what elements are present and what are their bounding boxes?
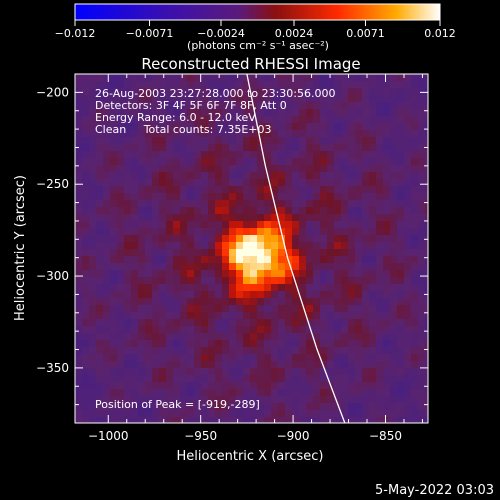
x-axis-label: Heliocentric X (arcsec) — [177, 449, 324, 464]
plot-frame — [74, 73, 429, 424]
y-tick-label: −250 — [36, 177, 69, 191]
annotation-time-range: 26-Aug-2003 23:27:28.000 to 23:30:56.000 — [95, 87, 336, 100]
axes: −1000 −950 −900 −850 −350 −300 −250 −200 — [36, 73, 428, 443]
annotation-energy-range: Energy Range: 6.0 - 12.0 keV — [95, 111, 256, 124]
colorbar-tick-label: 0.012 — [424, 27, 456, 40]
y-tick-label: −300 — [36, 269, 69, 283]
colorbar-tick-label: −0.012 — [55, 27, 96, 40]
annotation-peak-position: Position of Peak = [-919,-289] — [95, 398, 260, 411]
colorbar-tick-label: −0.0071 — [126, 27, 174, 40]
colorbar-tick-label: 0.0071 — [346, 27, 385, 40]
colorbar — [74, 3, 441, 21]
colorbar-ticks: −0.012 −0.0071 −0.0024 0.0024 0.0071 0.012 — [55, 20, 456, 40]
colorbar-tick-label: 0.0024 — [275, 27, 314, 40]
y-axis-label: Heliocentric Y (arcsec) — [13, 175, 28, 321]
annotation-clean-counts: Clean Total counts: 7.35E+03 — [95, 123, 272, 136]
y-tick-label: −350 — [36, 361, 69, 375]
footer-date: 5-May-2022 03:03 — [375, 483, 494, 498]
x-tick-label: −850 — [369, 429, 402, 443]
annotation-detectors: Detectors: 3F 4F 5F 6F 7F 8F, Att 0 — [95, 99, 287, 112]
x-tick-label: −900 — [277, 429, 310, 443]
y-tick-label: −200 — [36, 85, 69, 99]
colorbar-tick-label: −0.0024 — [197, 27, 245, 40]
x-tick-label: −1000 — [88, 429, 129, 443]
solar-limb-line — [246, 74, 346, 423]
heatmap-image — [75, 74, 428, 423]
chart-title: Reconstructed RHESSI Image — [141, 55, 360, 73]
x-tick-label: −950 — [184, 429, 217, 443]
colorbar-units: (photons cm⁻² s⁻¹ asec⁻²) — [187, 39, 329, 52]
